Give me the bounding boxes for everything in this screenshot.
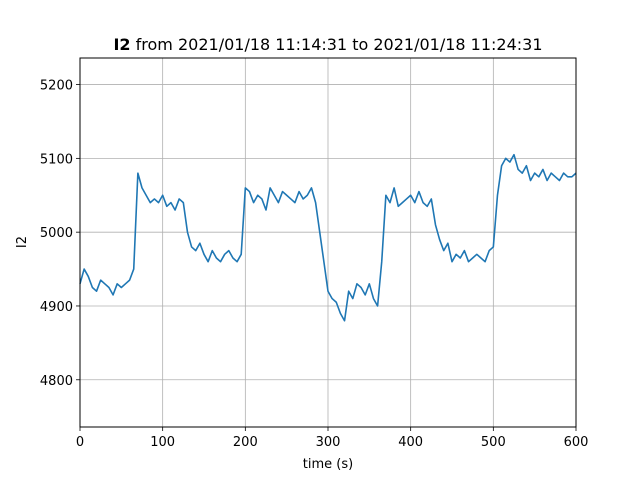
x-tick-label: 400 [398,435,423,450]
x-tick-label: 100 [150,435,175,450]
chart-title: I2 from 2021/01/18 11:14:31 to 2021/01/1… [113,35,542,54]
y-tick-label: 5100 [40,152,73,167]
x-tick-label: 0 [76,435,84,450]
chart-title-bold: I2 [113,35,130,54]
series-line [79,153,577,322]
y-tick-label: 4800 [40,374,73,389]
y-tick-label: 5000 [40,226,73,241]
y-tick-label: 5200 [40,79,73,94]
x-tick-label: 200 [233,435,258,450]
x-tick-label: 300 [316,435,341,450]
x-tick-label: 500 [481,435,506,450]
chart-title-rest: from 2021/01/18 11:14:31 to 2021/01/18 1… [131,35,543,54]
axis-ticks: 0 100 200 300 400 500 600 4800 4900 5000 5100 5200 [40,79,589,450]
x-tick-label: 600 [564,435,589,450]
data-series [79,153,577,322]
y-tick-label: 4900 [40,300,73,315]
plot-frame [79,57,577,428]
y-axis-label: I2 [15,236,30,248]
x-axis-label: time (s) [303,457,353,472]
